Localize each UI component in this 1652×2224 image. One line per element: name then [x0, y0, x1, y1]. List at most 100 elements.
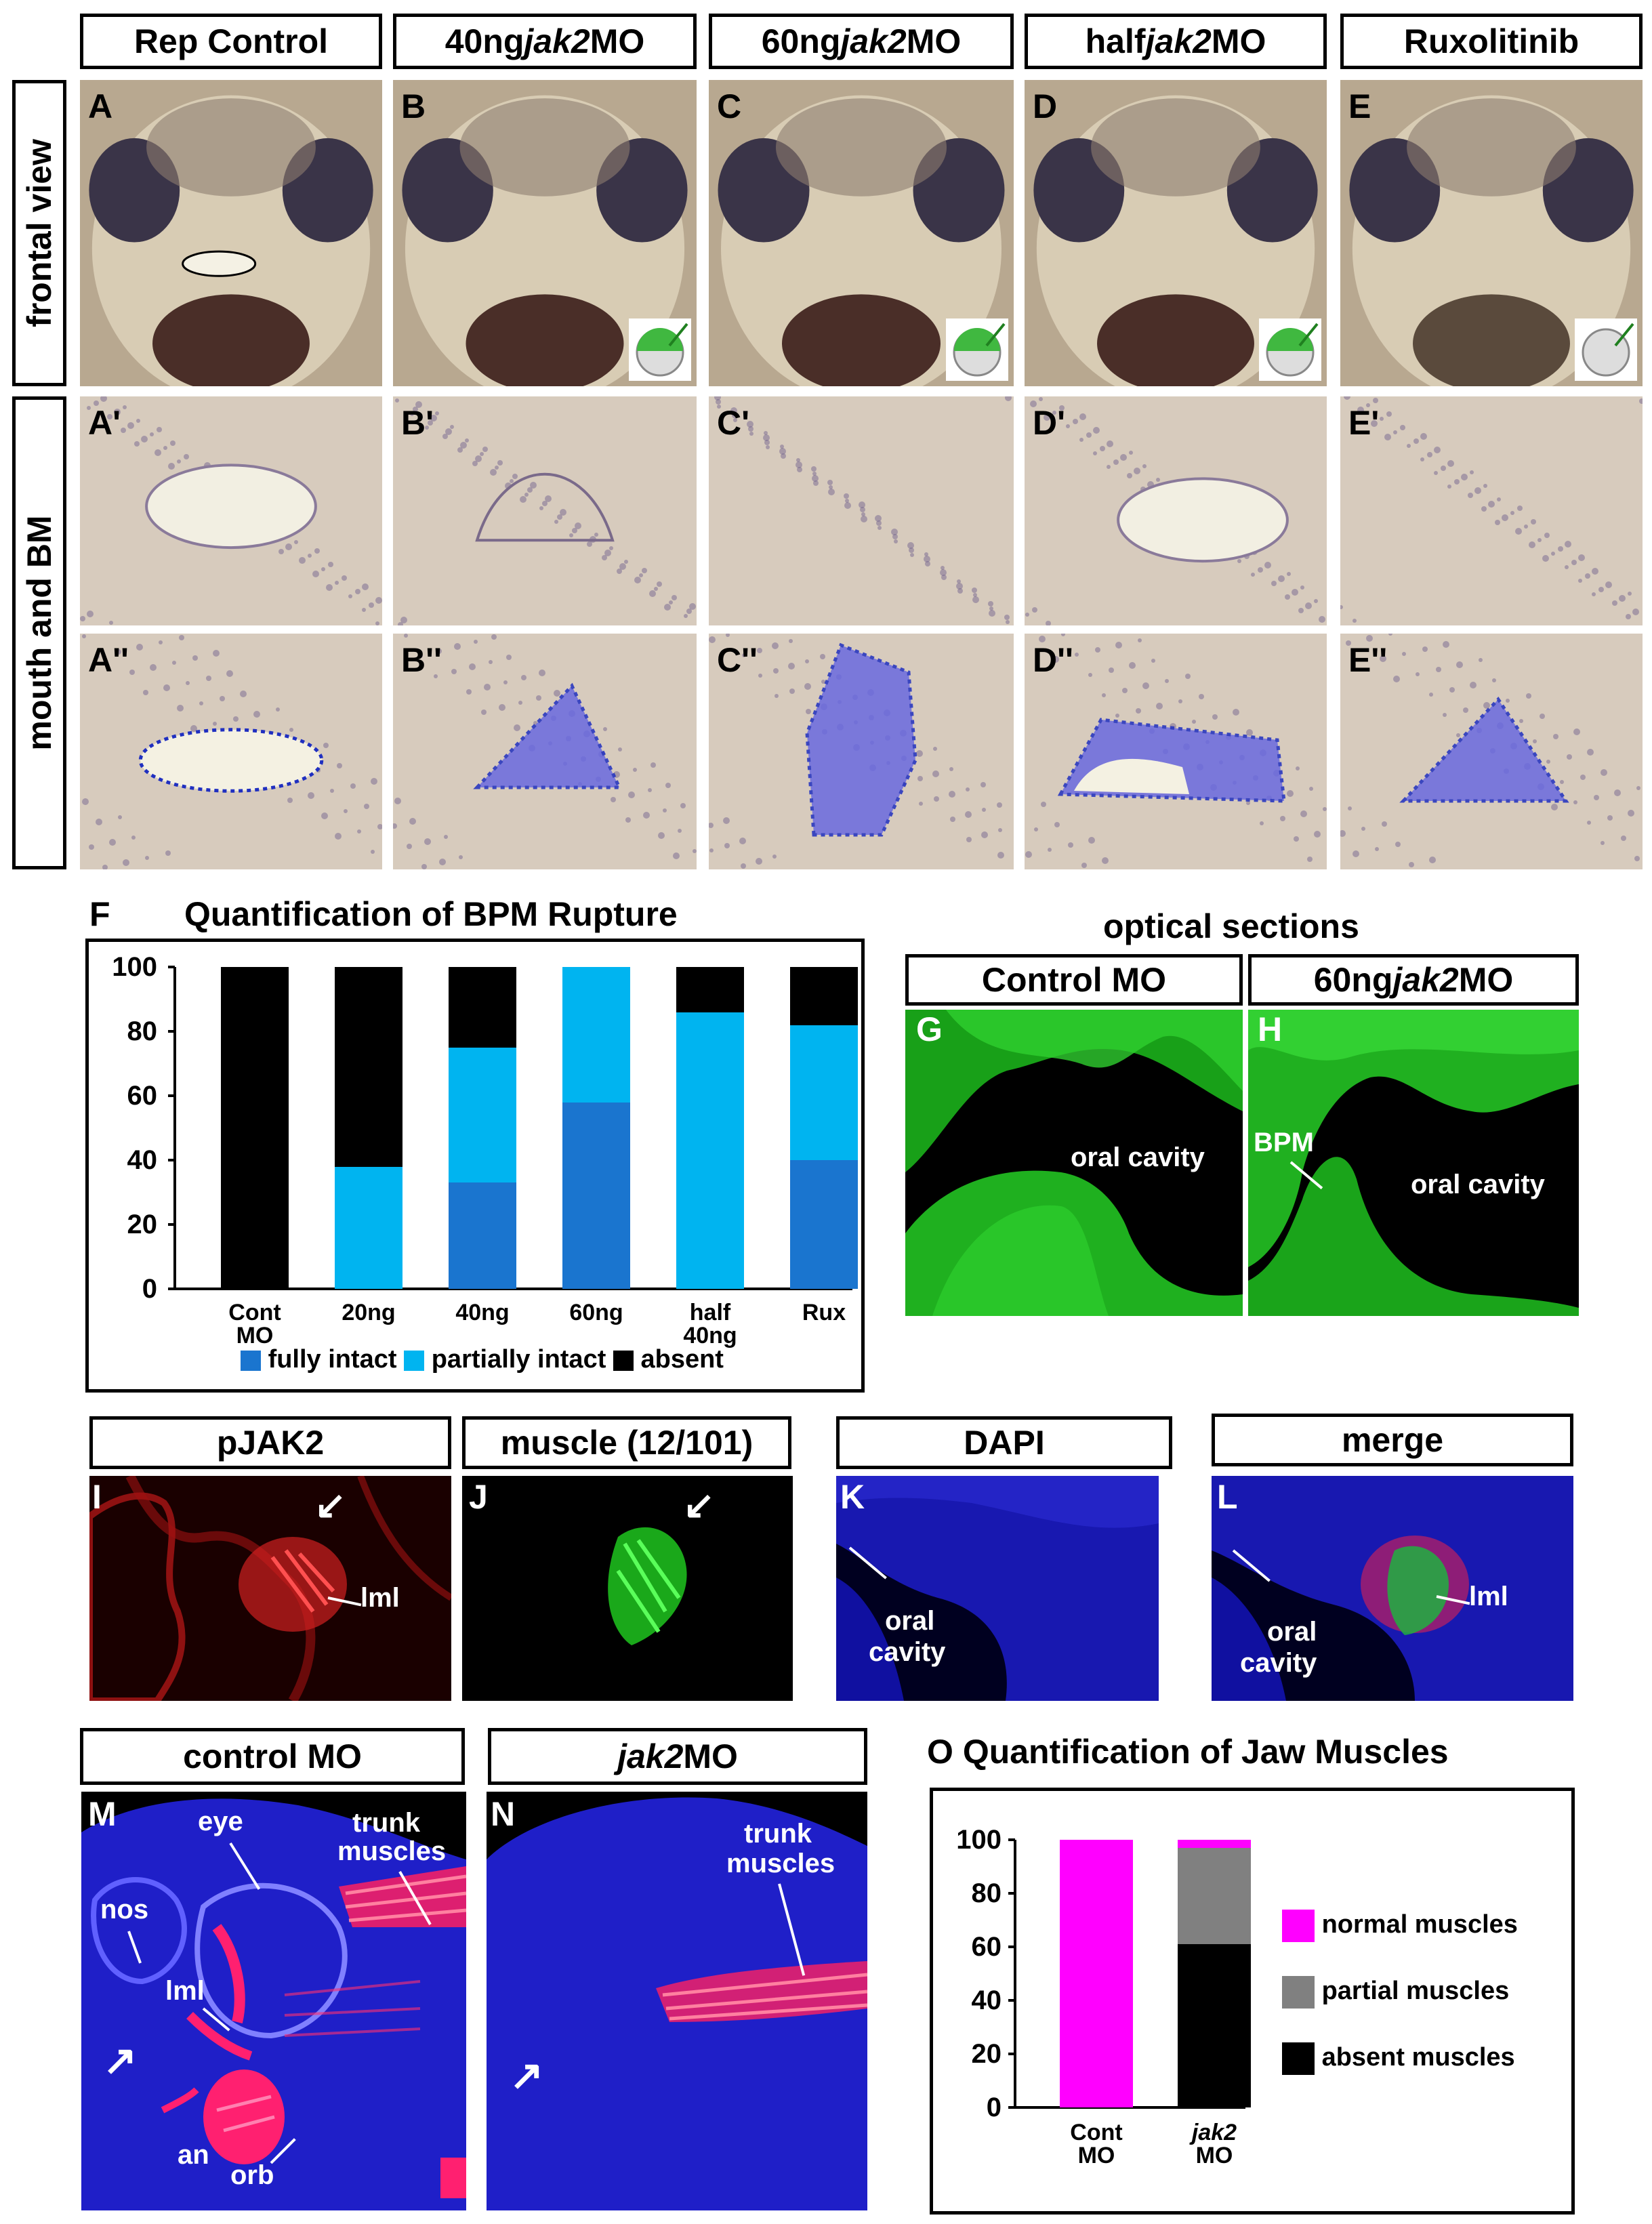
- category-label-2: 40ng: [455, 1300, 510, 1325]
- panel-letter-M: M: [88, 1795, 117, 1833]
- photo-a-row1: [80, 80, 382, 386]
- panel-letter-Cp: C': [717, 404, 749, 442]
- label-trunk-n: trunk: [744, 1819, 812, 1849]
- panel-letter-K: K: [840, 1478, 865, 1516]
- bar-40ng-absent: [449, 967, 516, 1048]
- panel-letter-Cpp: C'': [717, 641, 758, 679]
- panel-letter-L: L: [1217, 1478, 1238, 1516]
- photo-l-merge: [1212, 1476, 1573, 1701]
- legend-swatch-absent: [613, 1350, 634, 1371]
- row-label-mouth-bm: mouth and BM: [12, 396, 66, 869]
- photo-c-row3: [709, 634, 1014, 869]
- legend-bpm: fully intact partially intact absent: [241, 1345, 724, 1374]
- bar-40ng-fully-intact: [449, 1182, 516, 1289]
- photo-c-row1: [709, 80, 1014, 386]
- label-oral-k: oral: [885, 1606, 935, 1636]
- photo-n-jak2-muscles: [487, 1792, 867, 2210]
- photo-e-row1: [1340, 80, 1643, 386]
- legend-label-fully: fully intact: [268, 1345, 397, 1374]
- panel-letter-I: I: [92, 1478, 102, 1516]
- bar-jak2-mo-normal-muscles: [1178, 1840, 1251, 1848]
- legend-label-partial: partial muscles: [1321, 1977, 1510, 2006]
- header-60ng-jak2: 60ng jak2 MO: [709, 14, 1014, 69]
- panel-letter-F: F: [89, 895, 110, 933]
- header-ruxolitinib: Ruxolitinib: [1340, 14, 1643, 69]
- label-an: an: [178, 2140, 209, 2170]
- photo-c-row2: [709, 396, 1014, 625]
- bar-jak2-mo-partial-muscles: [1178, 1847, 1251, 1945]
- header-merge: merge: [1212, 1414, 1573, 1466]
- panel-letter-G: G: [916, 1010, 943, 1048]
- panel-letter-Ep: E': [1348, 404, 1380, 442]
- chart-title-jaw-text: Quantification of Jaw Muscles: [962, 1733, 1449, 1771]
- photo-j-muscle: [462, 1476, 793, 1701]
- bar-20ng-absent: [335, 967, 402, 1167]
- label-muscles-m: muscles: [337, 1836, 447, 1866]
- panel-letter-Epp: E'': [1348, 641, 1388, 679]
- header-jak2-mo-n: jak2 MO: [488, 1728, 867, 1785]
- y-tick-label-40: 40: [971, 1985, 1002, 2015]
- header-40ng-jak2: 40ng jak2 MO: [393, 14, 697, 69]
- photo-m-control-muscles: [81, 1792, 466, 2210]
- bar-jak2-mo-absent-muscles: [1178, 1944, 1251, 2107]
- panel-letter-Dp: D': [1033, 404, 1065, 442]
- bar-rux-fully-intact: [790, 1160, 858, 1289]
- chart-plot-area: [1008, 1838, 1245, 2109]
- arrow-i: ↙: [314, 1483, 346, 1526]
- bar-40ng-partially-intact: [449, 1047, 516, 1183]
- panel-letter-D: D: [1033, 87, 1058, 125]
- legend-label-normal: normal muscles: [1321, 1910, 1518, 1939]
- legend-absent-muscles: absent muscles: [1282, 2042, 1515, 2075]
- panel-letter-Ap: A': [88, 404, 121, 442]
- y-tick-label-40: 40: [127, 1145, 158, 1175]
- bar-rux-partially-intact: [790, 1025, 858, 1160]
- legend-swatch-absent-m: [1282, 2042, 1315, 2075]
- photo-d-row1: [1025, 80, 1327, 386]
- injection-icon-e: [1575, 318, 1637, 381]
- bar-cont-mo-normal-muscles: [1060, 1840, 1133, 2107]
- label-bpm: BPM: [1254, 1128, 1314, 1157]
- bar-20ng-partially-intact: [335, 1166, 402, 1289]
- photo-b-row2: [393, 396, 697, 625]
- panel-letter-J: J: [469, 1478, 488, 1516]
- arrow-n: ↗: [510, 2053, 544, 2098]
- y-tick-label-80: 80: [971, 1878, 1002, 1908]
- legend-partial: partial muscles: [1282, 1976, 1509, 2009]
- label-oral-l: oral: [1267, 1617, 1317, 1647]
- header-control-mo-m: control MO: [80, 1728, 465, 1785]
- panel-letter-Dpp: D'': [1033, 641, 1073, 679]
- label-oral-cavity-g: oral cavity: [1071, 1142, 1205, 1172]
- header-rep-control: Rep Control: [80, 14, 382, 69]
- label-oral-cavity-h: oral cavity: [1411, 1170, 1545, 1199]
- legend-swatch-normal: [1282, 1910, 1315, 1942]
- photo-i-pjak2: [89, 1476, 451, 1701]
- panel-letter-N: N: [491, 1795, 516, 1833]
- label-orb: orb: [230, 2160, 274, 2190]
- y-tick-label-60: 60: [127, 1081, 158, 1111]
- category-label-4: half 40ng: [683, 1300, 737, 1348]
- photo-d-row2: [1025, 396, 1327, 625]
- header-control-mo: Control MO: [905, 954, 1243, 1006]
- label-nos: nos: [100, 1895, 149, 1924]
- y-tick-label-0: 0: [986, 2093, 1001, 2122]
- photo-d-row3: [1025, 634, 1327, 869]
- arrow-j: ↙: [683, 1483, 715, 1526]
- photo-k-dapi: [836, 1476, 1159, 1701]
- chart-frame-jaw: [930, 1788, 1575, 2215]
- label-lml-i: lml: [360, 1583, 400, 1613]
- legend-swatch-partially: [404, 1350, 425, 1371]
- header-dapi: DAPI: [836, 1416, 1172, 1469]
- bar-cont-mo-absent: [221, 967, 289, 1289]
- bar-half-40ng-partially-intact: [676, 1012, 744, 1289]
- label-cavity-k: cavity: [869, 1637, 946, 1667]
- panel-letter-E: E: [1348, 87, 1371, 125]
- legend-label-absent: absent: [640, 1345, 724, 1374]
- photo-b-row3: [393, 634, 697, 869]
- y-tick-label-20: 20: [127, 1210, 158, 1239]
- header-half-jak2: half jak2 MO: [1025, 14, 1327, 69]
- injection-icon-c: [946, 318, 1008, 381]
- chart-plot-area: [168, 966, 852, 1290]
- chart-title-bpm: Quantification of BPM Rupture: [184, 895, 678, 933]
- photo-b-row1: [393, 80, 697, 386]
